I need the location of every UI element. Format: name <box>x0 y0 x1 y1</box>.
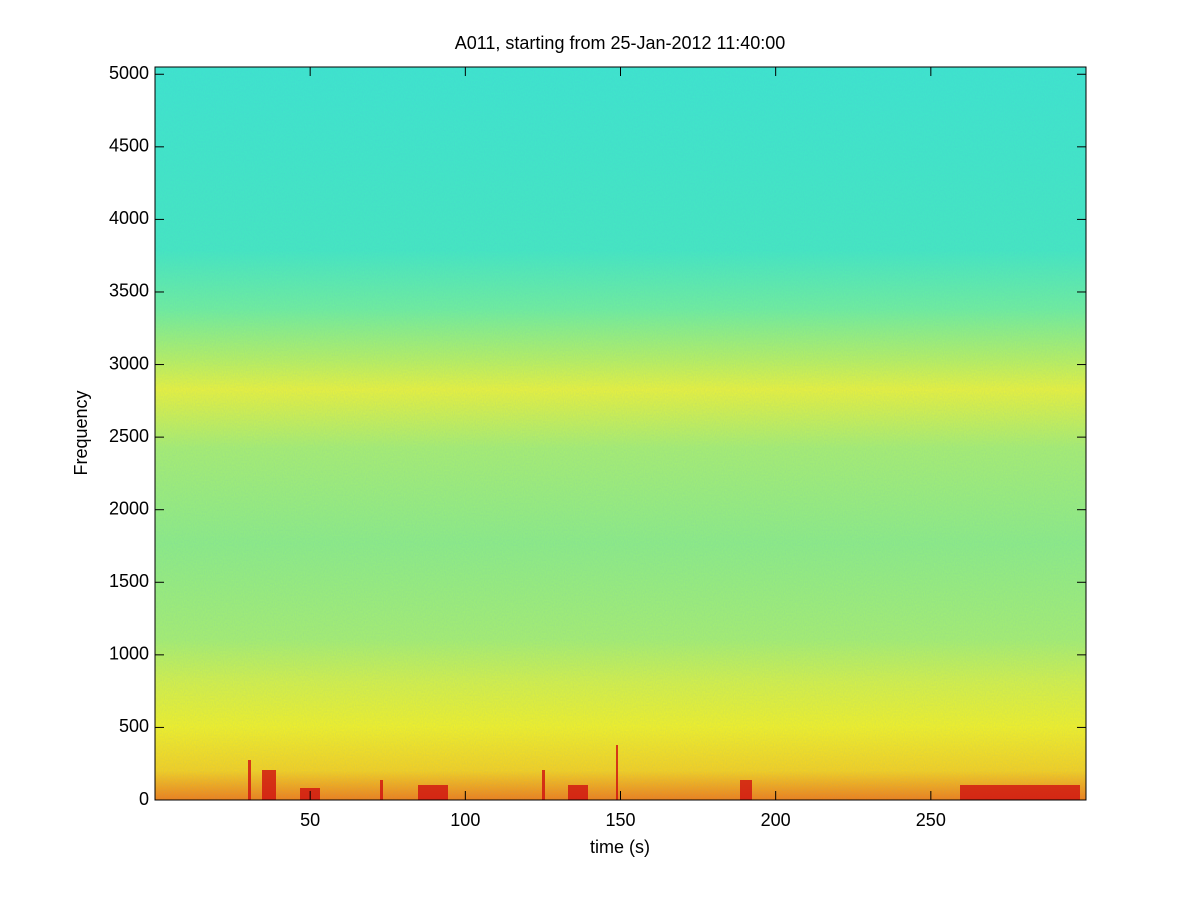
y-axis-label: Frequency <box>71 390 91 475</box>
y-tick-label: 3000 <box>109 353 149 373</box>
x-tick-label: 100 <box>450 810 480 830</box>
y-tick-label: 2000 <box>109 498 149 518</box>
y-tick-label: 4500 <box>109 136 149 156</box>
y-tick-label: 1000 <box>109 644 149 664</box>
x-tick-label: 50 <box>300 810 320 830</box>
x-axis-label: time (s) <box>590 837 650 857</box>
y-tick-label: 3500 <box>109 281 149 301</box>
chart-title: A011, starting from 25-Jan-2012 11:40:00 <box>455 33 786 53</box>
y-tick-label: 0 <box>139 789 149 809</box>
spectrogram-image <box>155 67 1086 800</box>
y-tick-label: 5000 <box>109 63 149 83</box>
y-tick-label: 2500 <box>109 426 149 446</box>
y-tick-label: 1500 <box>109 571 149 591</box>
y-tick-label: 500 <box>119 716 149 736</box>
x-tick-label: 150 <box>605 810 635 830</box>
x-tick-label: 250 <box>916 810 946 830</box>
x-tick-label: 200 <box>761 810 791 830</box>
y-tick-label: 4000 <box>109 208 149 228</box>
